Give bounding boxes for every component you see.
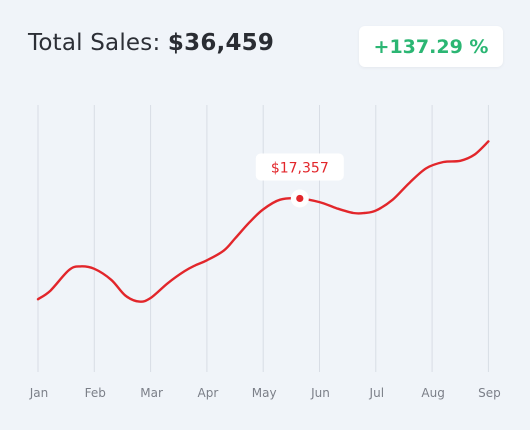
change-percent-badge: +137.29 % <box>359 26 503 67</box>
sales-series-line[interactable] <box>36 140 490 303</box>
value-tooltip <box>255 153 344 181</box>
total-sales-amount: $36,459 <box>167 30 275 56</box>
x-tick-label-feb: Feb <box>85 386 106 400</box>
x-tick-label-aug: Aug <box>421 386 444 400</box>
x-tick-label-may: May <box>252 386 277 400</box>
x-tick-label-jul: Jul <box>369 386 384 400</box>
x-tick-label-mar: Mar <box>140 386 163 400</box>
chart-grid <box>37 105 489 372</box>
total-sales-label: Total Sales: <box>28 30 161 56</box>
highlight-point[interactable] <box>296 194 304 203</box>
x-tick-label-jun: Jun <box>310 386 330 400</box>
x-axis-labels: Jan Feb Mar Apr May Jun Jul Aug Sep <box>29 386 501 400</box>
x-tick-label-sep: Sep <box>478 386 501 400</box>
x-tick-label-jan: Jan <box>29 386 49 400</box>
total-sales-title: Total Sales: $36,459 <box>28 30 274 56</box>
highlight-point-group: $17,357 <box>255 153 344 208</box>
value-tooltip-label: $17,357 <box>271 160 329 176</box>
x-tick-label-apr: Apr <box>198 386 219 400</box>
